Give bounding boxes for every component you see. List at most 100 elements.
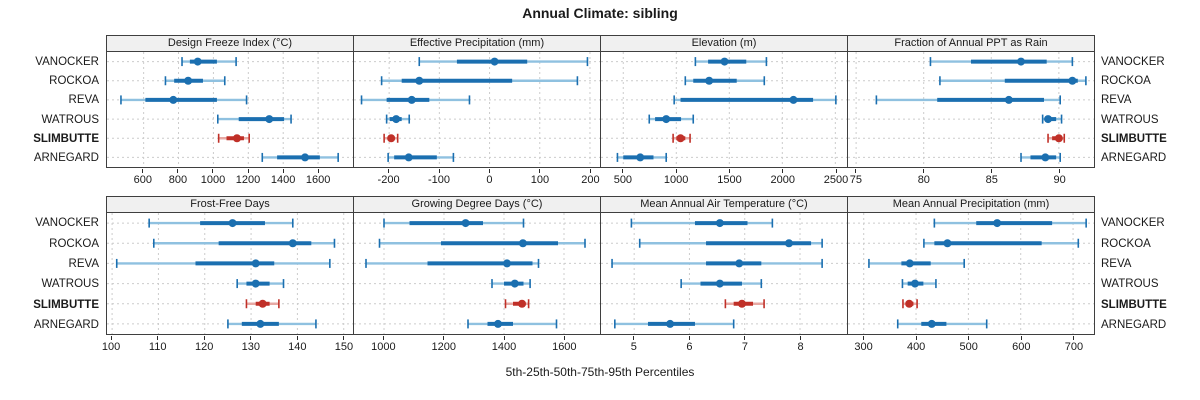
panel-axis: 600 800 1000 1200 1400 1600	[106, 169, 353, 193]
axis-tick-label: 1400	[491, 341, 517, 353]
median-dot	[256, 319, 265, 328]
axis-tick-label: 1200	[431, 341, 456, 353]
axis-tick-label: 1000	[200, 174, 226, 186]
axis-tick-label: 90	[1053, 174, 1066, 186]
median-dot	[265, 115, 274, 124]
axis-tick-label: 110	[148, 341, 167, 353]
median-dot	[927, 319, 936, 328]
axis-tick	[744, 336, 746, 340]
axis-tick	[1020, 336, 1022, 340]
axis-tick	[142, 169, 144, 173]
axis-tick-label: 120	[195, 341, 214, 353]
station-label-left: SLIMBUTTE	[33, 133, 99, 145]
panel-strip-title: Mean Annual Precipitation (mm)	[848, 196, 1095, 213]
panel-axis: 500 1000 1500 2000 2500	[601, 169, 848, 193]
median-dot	[636, 153, 645, 162]
axis-caption: 5th-25th-50th-75th-95th Percentiles	[505, 365, 695, 379]
median-dot	[905, 259, 914, 268]
median-dot	[1068, 76, 1077, 85]
station-label-left: ROCKOA	[49, 237, 99, 250]
panel-plot	[848, 52, 1095, 168]
panel-axis: 5 6 7 8	[601, 336, 848, 360]
axis-tick-label: 8	[797, 341, 804, 353]
median-dot	[720, 57, 729, 66]
median-dot	[993, 219, 1002, 228]
station-label-right: REVA	[1101, 94, 1132, 107]
station-label-left: SLIMBUTTE	[33, 298, 99, 311]
median-dot	[910, 279, 919, 288]
median-dot	[288, 239, 297, 248]
panel-plot	[354, 52, 601, 168]
panel-plot	[106, 52, 354, 168]
station-label-right: WATROUS	[1101, 113, 1159, 126]
station-label-right: SLIMBUTTE	[1101, 133, 1167, 145]
station-label-right: VANOCKER	[1101, 217, 1165, 230]
median-dot	[666, 319, 675, 328]
median-dot	[169, 95, 178, 104]
axis-tick-label: 80	[917, 174, 930, 186]
axis-tick-label: 800	[168, 174, 188, 186]
median-dot	[518, 299, 526, 308]
axis-tick	[633, 336, 635, 340]
panel-strip-title: Elevation (m)	[601, 35, 848, 52]
axis-tick-label: 1600	[552, 341, 577, 353]
axis-tick-label: 130	[241, 341, 260, 353]
median-dot	[737, 299, 746, 308]
axis-tick	[782, 169, 784, 173]
median-dot	[184, 76, 193, 85]
axis-tick	[688, 336, 690, 340]
panel-axis: 100 110 120 130 140 150	[102, 336, 353, 360]
axis-tick-label: 140	[288, 341, 307, 353]
strip-band: Frost-Free Days Growing Degree Days (°C) M…	[106, 196, 1095, 213]
station-label-left: VANOCKER	[35, 55, 99, 68]
panel-axis: -200 -100 0 100 200	[353, 169, 600, 193]
axis-tick-label: 600	[1012, 341, 1031, 353]
median-dot	[662, 115, 671, 124]
panel-axis: 300 400 500 600 700	[848, 336, 1095, 360]
axis-tick	[855, 169, 857, 173]
station-label-right: ARNEGARD	[1101, 318, 1167, 331]
median-dot	[789, 95, 798, 104]
axis-tick	[1059, 169, 1061, 173]
axis-tick	[923, 169, 925, 173]
panel-strip-title: Mean Annual Air Temperature (°C)	[601, 196, 848, 213]
median-dot	[518, 239, 527, 248]
station-label-left: REVA	[68, 257, 99, 270]
panel-canvas	[848, 52, 1094, 167]
median-dot	[503, 259, 511, 268]
axis-tick-label: 2500	[823, 174, 849, 186]
axis-tick	[343, 336, 345, 340]
station-label-right: SLIMBUTTE	[1101, 298, 1167, 311]
axis-tick-label: 1000	[371, 341, 396, 353]
station-label-left: WATROUS	[41, 278, 100, 291]
axis-tick	[317, 169, 319, 173]
median-dot	[404, 153, 413, 162]
median-dot	[228, 219, 237, 228]
axis-tick	[728, 169, 730, 173]
panel-canvas	[354, 52, 600, 167]
axis-tick-label: 0	[486, 174, 493, 186]
panel-strip-title: Design Freeze Index (°C)	[106, 35, 354, 52]
median-dot	[715, 219, 724, 228]
axis-tick-label: 700	[1064, 341, 1084, 353]
median-dot	[193, 57, 202, 66]
station-label-left: REVA	[68, 94, 99, 107]
axis-tick	[563, 336, 565, 340]
axis-tick	[382, 336, 384, 340]
median-dot	[392, 115, 401, 124]
axis-tick	[800, 336, 802, 340]
axis-tick	[1073, 336, 1075, 340]
panel-canvas	[601, 213, 847, 334]
panel-strip-title: Frost-Free Days	[106, 196, 354, 213]
station-label-right: VANOCKER	[1101, 55, 1165, 68]
axis-tick	[212, 169, 214, 173]
median-dot	[1054, 134, 1063, 143]
panel-canvas	[848, 213, 1094, 334]
axis-tick	[622, 169, 624, 173]
axis-tick	[388, 169, 390, 173]
axis-tick-label: 1600	[305, 174, 331, 186]
axis-tick	[991, 169, 993, 173]
panel-plot	[354, 213, 601, 335]
panel-canvas	[107, 213, 353, 334]
median-dot	[301, 153, 310, 162]
